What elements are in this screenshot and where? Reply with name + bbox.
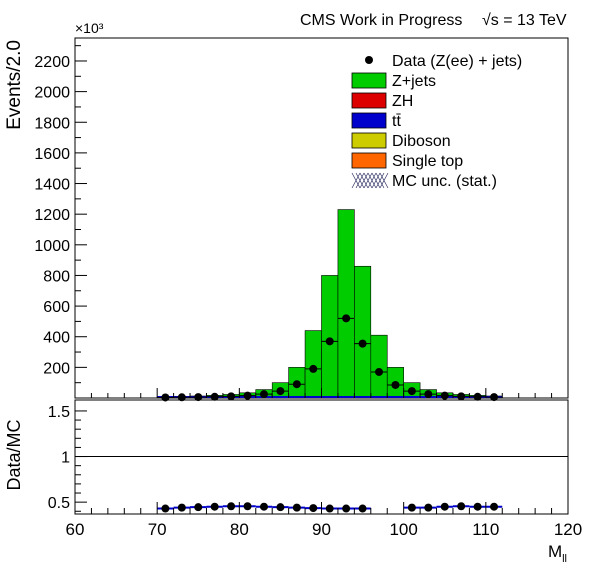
x-tick-label: 70	[148, 520, 167, 539]
legend-unc-swatch	[352, 173, 388, 188]
legend-label: MC unc. (stat.)	[392, 173, 497, 190]
data-point	[408, 387, 416, 395]
legend-swatch	[352, 153, 386, 168]
legend-swatch	[352, 113, 386, 128]
legend-swatch	[352, 133, 386, 148]
legend-label: Z+jets	[392, 73, 436, 90]
ttbar-bar	[272, 396, 288, 398]
legend-label: Single top	[392, 153, 463, 170]
ttbar-bar	[404, 396, 420, 398]
ratio-point	[424, 504, 432, 512]
zjets-bar	[371, 335, 387, 398]
ratio-point	[326, 505, 334, 513]
zjets-bar	[338, 210, 354, 398]
ratio-point	[211, 503, 219, 511]
data-point	[260, 390, 268, 398]
ratio-y-tick-label: 0.5	[48, 495, 70, 512]
data-point	[276, 387, 284, 395]
data-point	[244, 392, 252, 400]
y-exponent-label: ×10³	[75, 20, 104, 36]
top-y-tick-label: 200	[43, 360, 70, 377]
ratio-point	[490, 503, 498, 511]
zjets-bar	[305, 331, 321, 398]
top-y-tick-label: 1400	[34, 177, 70, 194]
legend-swatch	[352, 93, 386, 108]
ratio-point	[359, 505, 367, 513]
ratio-point	[293, 504, 301, 512]
ttbar-bar	[354, 396, 370, 398]
data-point	[457, 392, 465, 400]
x-tick-label: 100	[389, 520, 417, 539]
ratio-point	[260, 503, 268, 511]
top-y-tick-label: 600	[43, 299, 70, 316]
ratio-points	[157, 502, 502, 512]
legend-label: Data (Z(ee) + jets)	[392, 53, 522, 70]
ttbar-bar	[371, 396, 387, 398]
legend-swatch	[352, 73, 386, 88]
top-y-tick-label: 1000	[34, 238, 70, 255]
energy-label: √s = 13 TeV	[482, 12, 567, 29]
ratio-point	[408, 504, 416, 512]
data-point	[424, 390, 432, 398]
ratio-point	[276, 503, 284, 511]
x-tick-label: 90	[312, 520, 331, 539]
x-tick-label: 60	[66, 520, 85, 539]
ttbar-bar	[387, 396, 403, 398]
legend-label: Diboson	[392, 133, 451, 150]
ratio-point	[342, 505, 350, 513]
ttbar-bar	[338, 396, 354, 398]
ratio-point	[441, 503, 449, 511]
ratio-y-tick-label: 1	[61, 450, 70, 467]
ttbar-bar	[289, 396, 305, 398]
legend: Data (Z(ee) + jets) Z+jets ZH tt̄ Diboson Sin…	[352, 53, 522, 190]
x-axis-title: Mll	[548, 542, 567, 565]
top-y-tick-label: 1800	[34, 115, 70, 132]
top-y-tick-label: 2200	[34, 54, 70, 71]
top-y-tick-label: 400	[43, 330, 70, 347]
top-y-tick-label: 800	[43, 268, 70, 285]
data-point	[375, 368, 383, 376]
zjets-bar	[354, 266, 370, 398]
data-point	[441, 392, 449, 400]
x-tick-label: 110	[472, 520, 499, 539]
legend-label: tt̄	[392, 113, 401, 130]
legend-data-marker	[365, 56, 373, 64]
ratio-y-tick-label: 1.5	[48, 404, 70, 421]
ttbar-bar	[322, 396, 338, 398]
ratio-point	[194, 503, 202, 511]
data-point	[309, 365, 317, 373]
ratio-point	[178, 504, 186, 512]
ratio-point	[474, 503, 482, 511]
ratio-point	[244, 502, 252, 510]
ratio-y-axis: 0.5 1 1.5	[48, 404, 87, 512]
experiment-label: CMS Work in Progress	[300, 12, 462, 29]
ratio-point	[227, 502, 235, 510]
top-y-tick-label: 1200	[34, 207, 70, 224]
ttbar-bar	[305, 396, 321, 398]
top-y-axis-title: Events/2.0	[4, 40, 25, 130]
zjets-bar	[322, 275, 338, 398]
top-y-axis: 200 400 600 800 1000 1200 1400 1600 1800 2000 2200	[34, 46, 87, 383]
mc-histogram	[157, 210, 502, 398]
data-point	[227, 392, 235, 400]
ratio-point	[309, 504, 317, 512]
ratio-point	[161, 505, 169, 513]
ratio-point	[457, 502, 465, 510]
top-y-tick-label: 1600	[34, 146, 70, 163]
ratio-y-axis-title: Data/MC	[4, 419, 24, 490]
data-point	[391, 381, 399, 389]
data-point	[293, 380, 301, 388]
data-point	[326, 337, 334, 345]
data-point	[359, 340, 367, 348]
legend-label: ZH	[392, 93, 413, 110]
top-y-tick-label: 2000	[34, 85, 70, 102]
x-tick-label: 120	[554, 520, 582, 539]
data-point	[342, 314, 350, 322]
x-tick-label: 80	[230, 520, 249, 539]
